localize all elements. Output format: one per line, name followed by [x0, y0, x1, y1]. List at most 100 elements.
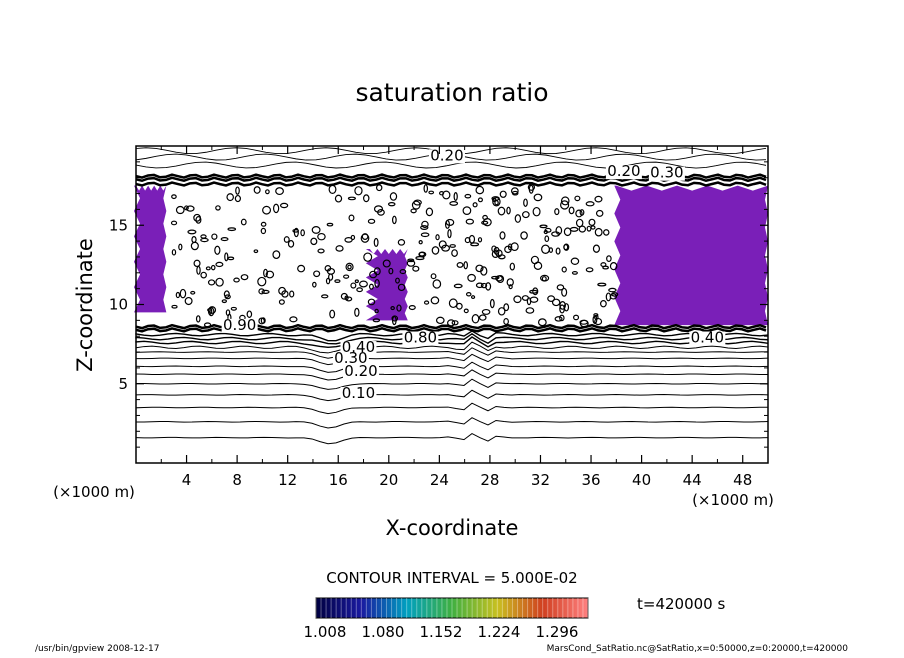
contour-blob	[606, 255, 612, 262]
contour-blob	[592, 244, 601, 253]
contour-blob	[435, 316, 445, 325]
colorbar-gradient	[315, 597, 589, 619]
x-tick-label: 24	[430, 471, 449, 489]
plot-area: 0.200.20 0.300.900.800.400.300.200.100.40	[134, 145, 769, 464]
contour-label-bg	[402, 331, 439, 346]
contour-blob	[214, 245, 221, 255]
contour-blob	[258, 288, 265, 295]
contour-blob	[430, 273, 437, 280]
contour-blob	[471, 314, 480, 324]
contour-blob	[609, 262, 618, 271]
contour-blob	[600, 262, 607, 268]
contour-blob	[477, 237, 483, 243]
contour-blob	[187, 229, 197, 235]
contour-interval-text: CONTOUR INTERVAL = 5.000E-02	[326, 569, 577, 587]
contour-blob	[175, 291, 181, 299]
contour-line	[135, 433, 769, 445]
contour-blob	[561, 287, 568, 297]
contour-blob	[203, 322, 212, 328]
contour-blob	[453, 283, 463, 289]
contour-blob	[344, 236, 353, 243]
contour-blob	[561, 266, 567, 273]
y-axis-ticks: 5 10 15	[109, 161, 768, 448]
x-tick-label: 8	[232, 471, 242, 489]
contour-blob	[205, 266, 211, 271]
contour-blob	[508, 284, 513, 290]
contour-blob	[334, 279, 341, 283]
contour-blob	[492, 196, 501, 207]
x-axis-label: X-coordinate	[386, 516, 519, 540]
contour-label-bg	[340, 341, 377, 356]
contour-line	[135, 389, 769, 402]
contour-blob	[547, 295, 556, 302]
contour-blob	[260, 221, 267, 227]
contour-band	[135, 181, 767, 187]
contour-line	[135, 402, 769, 415]
contour-blob	[334, 194, 343, 203]
x-tick-label: 28	[480, 471, 499, 489]
contour-label-bg	[342, 364, 379, 379]
contour-blob	[499, 190, 507, 198]
contour-label-bg	[689, 331, 726, 346]
contour-blob	[453, 191, 458, 201]
contour-blob	[485, 282, 492, 291]
contour-blob	[521, 295, 529, 301]
colorbar-tick-label: 1.152	[420, 623, 463, 641]
contour-blob	[513, 295, 522, 304]
contour-blob	[431, 246, 440, 255]
contour-blob	[261, 289, 270, 294]
contour-blob	[569, 226, 579, 232]
y-axis-unit: (×1000 m)	[53, 483, 135, 501]
contour-blob	[477, 197, 483, 203]
contour-blob	[311, 226, 321, 234]
colorbar-tick-label: 1.080	[362, 623, 405, 641]
contour-blob	[491, 250, 500, 258]
contour-blob	[369, 270, 378, 279]
contour-blob	[595, 209, 604, 217]
contour-blob	[345, 262, 354, 272]
contour-blob	[467, 273, 476, 282]
contour-blob	[234, 194, 241, 203]
contour-blob	[388, 267, 394, 275]
contour-blob	[499, 231, 506, 240]
contour-line	[135, 353, 769, 366]
contour-blob	[272, 250, 281, 260]
contour-label: 0.40	[342, 338, 375, 356]
contour-blob	[190, 241, 199, 251]
contour-blob	[368, 283, 374, 290]
contour-blob	[408, 305, 416, 311]
contour-label: 0.40	[691, 329, 724, 347]
contour-blob	[253, 249, 259, 254]
contour-blob	[260, 317, 266, 324]
contour-line	[135, 336, 769, 349]
x-axis-unit: (×1000 m)	[692, 491, 774, 509]
contour-blob	[411, 200, 421, 210]
contour-blob	[354, 186, 363, 196]
contour-blob	[171, 194, 177, 200]
contour-blob	[541, 244, 550, 254]
contour-blob	[395, 277, 400, 284]
contour-blob	[321, 294, 329, 299]
contour-blob	[283, 236, 290, 243]
contour-blob	[573, 314, 580, 321]
contour-blob	[532, 206, 541, 217]
contour-line-upper	[135, 161, 767, 169]
contour-blob	[491, 196, 500, 201]
contour-blob	[563, 303, 570, 312]
contour-blob	[588, 218, 596, 227]
contour-blob	[418, 240, 423, 245]
contour-blob	[372, 318, 381, 323]
contour-blob	[554, 316, 563, 322]
contour-blob	[423, 300, 430, 305]
contour-blob	[522, 211, 530, 219]
contour-blob	[478, 314, 487, 321]
contour-blob	[575, 209, 583, 218]
contour-blob	[240, 274, 249, 281]
contour-blob	[367, 218, 376, 224]
contour-blob	[423, 184, 429, 193]
contour-blob	[329, 309, 336, 319]
contour-blob	[195, 216, 202, 224]
contour-blob	[533, 193, 543, 202]
x-tick-label: 4	[182, 471, 192, 489]
